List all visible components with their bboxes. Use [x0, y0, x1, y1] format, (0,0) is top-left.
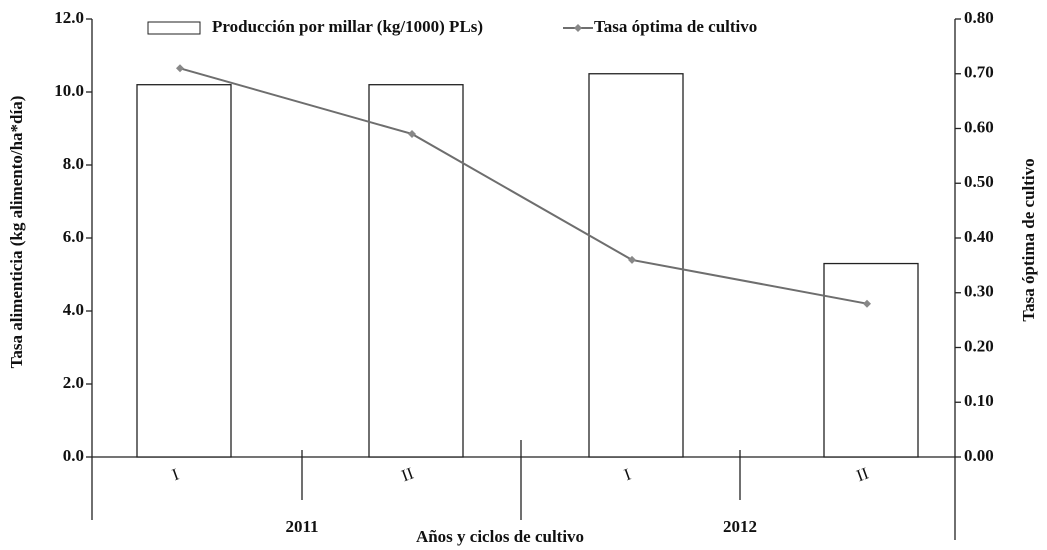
bar — [588, 73, 684, 458]
x-tick-label: I — [170, 464, 182, 484]
bar — [823, 262, 919, 458]
x-axis-label: Años y ciclos de cultivo — [416, 527, 584, 546]
legend-label: Producción por millar (kg/1000) PLs) — [212, 17, 483, 36]
point — [628, 255, 636, 264]
y2-tick-label: 0.10 — [964, 391, 994, 410]
y2-tick-label: 0.30 — [964, 282, 994, 301]
bar — [368, 84, 464, 458]
legend-swatch — [147, 21, 201, 35]
y-tick-label: 10.0 — [54, 81, 84, 100]
y-tick-label: 6.0 — [63, 227, 84, 246]
y-tick-label: 2.0 — [63, 373, 84, 392]
point — [863, 299, 871, 308]
x-tick-label: I — [622, 464, 634, 484]
group-label: 2012 — [723, 517, 757, 536]
y-tick-label: 4.0 — [63, 300, 84, 319]
legend-swatch — [574, 24, 582, 32]
x-tick-label: II — [399, 464, 416, 486]
y2-tick-label: 0.40 — [964, 227, 994, 246]
point — [176, 64, 184, 73]
y2-tick-label: 0.80 — [964, 8, 994, 27]
point — [408, 129, 416, 138]
y2-tick-label: 0.50 — [964, 172, 994, 191]
y2-tick-label: 0.60 — [964, 117, 994, 136]
y-tick-label: 0.0 — [63, 446, 84, 465]
y2-tick-label: 0.20 — [964, 336, 994, 355]
y-axis-label: Tasa alimenticia (kg alimento/ha*día) — [7, 96, 26, 369]
y2-axis-label: Tasa óptima de cultivo — [1019, 158, 1038, 321]
legend-label: Tasa óptima de cultivo — [594, 17, 757, 36]
y-tick-label: 8.0 — [63, 154, 84, 173]
line — [179, 67, 868, 305]
group-label: 2011 — [285, 517, 318, 536]
y-tick-label: 12.0 — [54, 8, 84, 27]
bar — [136, 84, 232, 458]
y2-tick-label: 0.70 — [964, 63, 994, 82]
x-tick-label: II — [854, 464, 871, 486]
y2-tick-label: 0.00 — [964, 446, 994, 465]
